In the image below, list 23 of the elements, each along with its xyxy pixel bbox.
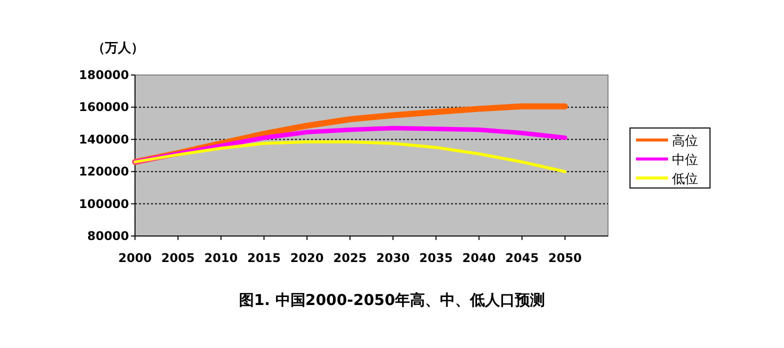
legend-label: 低位 [672, 172, 698, 187]
y-tick-label: 180000 [78, 68, 129, 82]
x-tick-label: 2035 [419, 251, 453, 265]
line-series [134, 140, 566, 174]
y-tick-label: 100000 [78, 196, 129, 211]
x-tick-label: 2050 [548, 251, 582, 265]
x-tick-label: 2015 [247, 251, 281, 265]
y-axis-title: （万人） [92, 41, 144, 56]
legend-label: 中位 [672, 153, 698, 168]
y-tick-label: 140000 [78, 132, 129, 146]
x-tick-label: 2040 [462, 251, 496, 265]
x-tick-label: 2020 [290, 251, 324, 265]
x-tick-label: 2045 [505, 251, 539, 265]
x-tick-label: 2010 [204, 251, 238, 265]
y-tick-label: 120000 [78, 164, 129, 179]
x-tick-label: 2030 [376, 251, 410, 265]
x-tick-label: 2005 [161, 251, 195, 265]
x-tick-label: 2025 [333, 251, 367, 265]
legend-label: 高位 [672, 133, 698, 149]
text: 图1. 中国2000-2050年高、中、低人口预测 [238, 291, 546, 309]
y-tick-label: 160000 [78, 100, 129, 114]
x-tick-label: 2000 [118, 251, 152, 265]
y-tick-label: 80000 [87, 229, 129, 243]
